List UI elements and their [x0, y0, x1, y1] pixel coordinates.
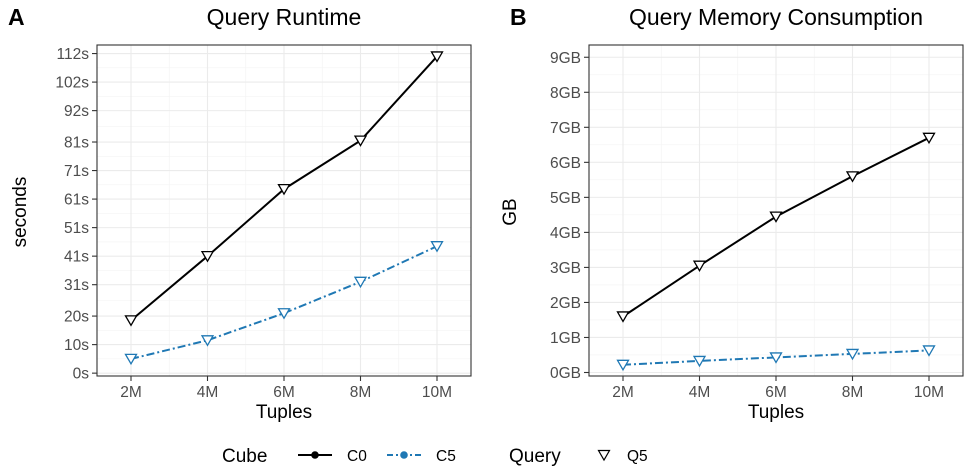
panel-a: A Query Runtime Tuples seconds 0s 10s 20s 3…	[8, 4, 472, 423]
data-point-c0-6m	[769, 211, 783, 223]
y-tick-label: 9GB	[550, 50, 581, 67]
panel-b-plot-area: 0GB 1GB 2GB 3GB 4GB 5GB 6GB 7GB 8GB 9GB 2M 4M 6M 8M 10…	[550, 44, 964, 401]
panel-a-y-axis-title: seconds	[10, 177, 31, 248]
data-point-c5-8m	[353, 276, 368, 289]
x-tick-label: 8M	[350, 384, 372, 401]
panel-b-title: Query Memory Consumption	[629, 4, 923, 30]
y-tick-label: 0s	[73, 366, 90, 383]
y-tick-label: 71s	[64, 163, 89, 180]
series-line-c5	[622, 349, 930, 366]
y-tick-label: 51s	[64, 220, 89, 237]
y-tick-label: 92s	[64, 103, 89, 120]
data-point-c0-2m	[124, 315, 138, 327]
x-tick-label: 4M	[689, 384, 711, 401]
x-tick-label: 6M	[765, 384, 787, 401]
x-tick-label: 6M	[273, 384, 295, 401]
data-point-c5-2m	[616, 359, 630, 372]
legend-c5-label: C5	[436, 448, 456, 465]
data-point-c5-6m	[769, 352, 783, 364]
legend: Cube C0 C5 Query Q5	[222, 446, 648, 467]
y-tick-label: 31s	[64, 277, 89, 294]
data-point-c0-6m	[277, 183, 291, 196]
y-tick-label: 41s	[64, 249, 89, 266]
panel-b-x-axis-title: Tuples	[748, 402, 804, 423]
data-point-c0-4m	[200, 251, 215, 263]
data-point-c5-2m	[124, 353, 138, 366]
y-tick-label: 102s	[55, 75, 89, 92]
y-tick-label: 8GB	[550, 85, 581, 102]
panel-a-tag: A	[8, 4, 25, 30]
data-point-c0-10m	[922, 132, 936, 145]
data-point-c5-4m	[692, 355, 707, 368]
x-tick-label: 2M	[612, 384, 634, 401]
legend-c0-label: C0	[347, 448, 367, 465]
y-tick-label: 3GB	[550, 260, 581, 277]
legend-query-title: Query	[509, 446, 561, 467]
legend-q5-triangle-icon	[597, 449, 611, 462]
y-tick-label: 6GB	[550, 155, 581, 172]
panel-b-y-axis-title: GB	[500, 198, 521, 225]
panel-a-plot-area: 0s 10s 20s 31s 41s 51s 61s 71s 81s 92s 102s 112s 2M 4…	[55, 44, 472, 401]
data-point-c5-4m	[200, 335, 215, 347]
legend-c0-dot-swatch	[311, 451, 319, 459]
legend-cube-title: Cube	[222, 446, 267, 467]
data-point-c5-8m	[845, 348, 860, 361]
panel-a-x-axis-title: Tuples	[256, 402, 312, 423]
y-tick-label: 5GB	[550, 190, 581, 207]
data-point-c0-8m	[353, 135, 368, 147]
legend-q5-label: Q5	[627, 448, 648, 465]
x-tick-label: 2M	[120, 384, 142, 401]
y-tick-label: 20s	[64, 309, 89, 326]
panel-a-title: Query Runtime	[207, 4, 362, 30]
data-point-c5-10m	[922, 345, 936, 357]
data-point-c5-6m	[277, 308, 291, 320]
data-point-c0-4m	[692, 260, 707, 272]
y-tick-label: 7GB	[550, 120, 581, 137]
legend-c5-dot-swatch	[400, 451, 408, 459]
y-tick-label: 112s	[57, 46, 90, 63]
y-tick-label: 81s	[64, 135, 89, 152]
x-tick-label: 8M	[842, 384, 864, 401]
series-line-c5	[130, 245, 438, 360]
y-tick-label: 1GB	[550, 330, 581, 347]
y-tick-label: 61s	[64, 192, 89, 209]
y-tick-label: 4GB	[550, 225, 581, 242]
x-tick-label: 10M	[914, 384, 944, 401]
y-tick-label: 10s	[64, 337, 89, 354]
y-tick-label: 2GB	[550, 295, 581, 312]
data-point-c0-2m	[616, 311, 630, 323]
panel-b: B Query Memory Consumption Tuples GB 0GB…	[500, 4, 964, 423]
x-tick-label: 4M	[197, 384, 219, 401]
x-tick-label: 10M	[422, 384, 452, 401]
data-point-c0-8m	[845, 171, 860, 183]
data-point-c5-10m	[430, 241, 444, 253]
panel-b-tag: B	[510, 4, 527, 30]
y-tick-label: 0GB	[550, 365, 581, 382]
data-point-c0-10m	[430, 51, 444, 63]
